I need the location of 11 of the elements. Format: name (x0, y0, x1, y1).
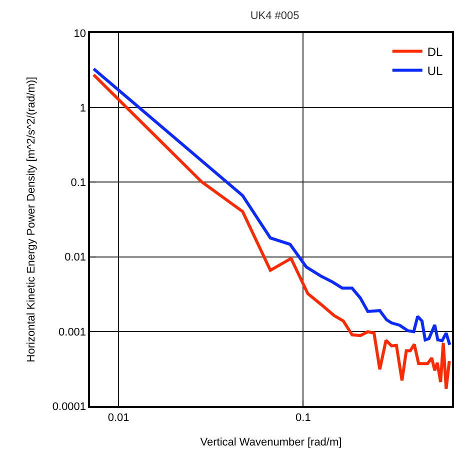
y-tick-label: 0.0001 (52, 400, 86, 413)
y-axis-title: Horizontal Kinetic Energy Power Density [m^2/s^2/(rad/m)] (26, 76, 38, 362)
x-axis-title: Vertical Wavenumber [rad/m] (200, 436, 342, 449)
y-tick-label: 1 (80, 102, 86, 114)
y-tick-label: 10 (74, 28, 86, 40)
y-tick-label: 0.001 (58, 326, 86, 338)
legend-label: UL (427, 64, 444, 78)
legend-label: DL (427, 44, 444, 59)
chart-title: UK4 #005 (250, 10, 300, 22)
y-tick-label: 0.1 (70, 177, 86, 190)
y-tick-label: 0.01 (64, 252, 86, 264)
